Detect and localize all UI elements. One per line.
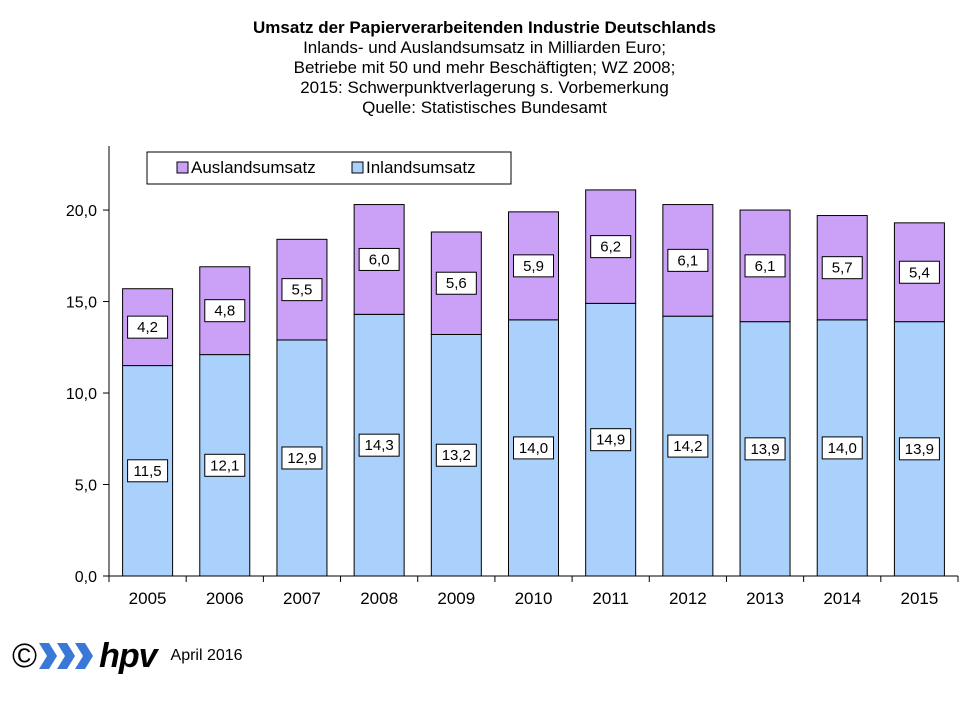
data-label-box-auslandsumsatz-2012 [667, 248, 709, 272]
y-tick-label: 20,0 [66, 203, 97, 220]
y-tick-label: 15,0 [66, 295, 97, 312]
data-label-inlandsumsatz-2007: 12,9 [287, 450, 316, 467]
data-label-inlandsumsatz-2006: 12,1 [210, 457, 239, 474]
data-label-box-auslandsumsatz-2007 [281, 278, 323, 302]
data-label-auslandsumsatz-2005: 4,2 [137, 319, 158, 336]
hpv-logo-arrows-icon [39, 643, 94, 669]
data-label-inlandsumsatz-2005: 11,5 [134, 463, 162, 480]
x-tick-label-2014: 2014 [823, 589, 861, 608]
data-label-box-auslandsumsatz-2008 [358, 247, 400, 271]
data-label-auslandsumsatz-2006: 4,8 [214, 303, 235, 320]
chart-titles: Umsatz der Papierverarbeitenden Industri… [0, 18, 969, 118]
data-label-auslandsumsatz-2015: 5,4 [909, 264, 930, 281]
data-label-auslandsumsatz-2009: 5,6 [446, 275, 467, 292]
data-label-inlandsumsatz-2013: 13,9 [750, 441, 779, 458]
data-label-box-auslandsumsatz-2010 [513, 254, 554, 278]
data-label-box-auslandsumsatz-2005 [127, 315, 169, 339]
y-tick-label: 10,0 [66, 386, 97, 403]
footer: © hpv April 2016 [12, 636, 243, 676]
data-label-inlandsumsatz-2010: 14,0 [519, 440, 548, 457]
chart-subtitle-line-1: Inlands- und Auslandsumsatz in Milliarde… [303, 38, 666, 57]
x-tick-label-2009: 2009 [437, 589, 475, 608]
y-tick-label: 0,0 [75, 569, 97, 586]
data-label-auslandsumsatz-2011: 6,2 [600, 239, 621, 256]
chart-subtitle-line-3: 2015: Schwerpunktverlagerung s. Vorbemer… [300, 78, 669, 97]
data-label-box-inlandsumsatz-2010 [513, 436, 554, 460]
data-label-auslandsumsatz-2007: 5,5 [292, 282, 313, 299]
x-tick-label-2013: 2013 [746, 589, 784, 608]
data-label-auslandsumsatz-2008: 6,0 [369, 251, 390, 268]
data-label-inlandsumsatz-2011: 14,9 [596, 432, 625, 449]
data-label-auslandsumsatz-2012: 6,1 [677, 252, 698, 269]
data-label-box-inlandsumsatz-2011 [590, 428, 632, 452]
data-label-box-inlandsumsatz-2007 [281, 446, 323, 470]
data-label-inlandsumsatz-2009: 13,2 [442, 447, 471, 464]
copyright-symbol: © [12, 637, 38, 675]
data-label-auslandsumsatz-2010: 5,9 [523, 258, 544, 275]
data-label-auslandsumsatz-2013: 6,1 [755, 258, 776, 275]
data-label-box-auslandsumsatz-2014 [821, 256, 863, 280]
footer-date: April 2016 [170, 647, 243, 664]
data-label-box-auslandsumsatz-2015 [898, 260, 940, 284]
x-tick-label-2015: 2015 [900, 589, 938, 608]
x-tick-label-2010: 2010 [515, 589, 553, 608]
x-tick-label-2006: 2006 [206, 589, 244, 608]
x-tick-label-2012: 2012 [669, 589, 707, 608]
x-tick-label-2011: 2011 [592, 589, 629, 608]
data-label-box-auslandsumsatz-2013 [744, 254, 786, 278]
x-tick-label-2007: 2007 [283, 589, 321, 608]
data-label-auslandsumsatz-2014: 5,7 [832, 260, 853, 277]
x-tick-label-2005: 2005 [129, 589, 167, 608]
data-label-box-inlandsumsatz-2015 [898, 437, 940, 461]
x-tick-label-2008: 2008 [360, 589, 398, 608]
data-label-box-inlandsumsatz-2012 [667, 434, 709, 458]
data-label-inlandsumsatz-2015: 13,9 [905, 441, 934, 458]
data-label-box-inlandsumsatz-2013 [744, 437, 786, 461]
legend-label-auslandsumsatz: Auslandsumsatz [191, 158, 316, 177]
data-label-box-auslandsumsatz-2006 [204, 299, 246, 323]
data-label-box-auslandsumsatz-2011 [590, 235, 632, 259]
data-label-box-inlandsumsatz-2006 [204, 453, 246, 477]
legend-label-inlandsumsatz: Inlandsumsatz [366, 158, 476, 177]
data-label-box-inlandsumsatz-2014 [821, 436, 863, 460]
hpv-logo-wordmark: hpv [99, 636, 157, 675]
legend-swatch-auslandsumsatz [176, 161, 189, 174]
data-label-inlandsumsatz-2014: 14,0 [828, 440, 857, 457]
y-tick-label: 5,0 [75, 478, 97, 495]
legend-swatch-inlandsumsatz [351, 161, 364, 174]
data-label-box-inlandsumsatz-2009 [435, 443, 477, 467]
legend-box [146, 151, 512, 185]
data-label-inlandsumsatz-2008: 14,3 [365, 437, 394, 454]
data-label-box-inlandsumsatz-2008 [358, 433, 400, 457]
data-label-box-inlandsumsatz-2005 [127, 459, 169, 483]
data-label-box-auslandsumsatz-2009 [435, 271, 477, 295]
chart-title: Umsatz der Papierverarbeitenden Industri… [253, 18, 716, 37]
data-label-inlandsumsatz-2012: 14,2 [673, 438, 702, 455]
chart-source-line: Quelle: Statistisches Bundesamt [362, 98, 607, 117]
chart-subtitle-line-2: Betriebe mit 50 und mehr Beschäftigten; … [293, 58, 676, 77]
